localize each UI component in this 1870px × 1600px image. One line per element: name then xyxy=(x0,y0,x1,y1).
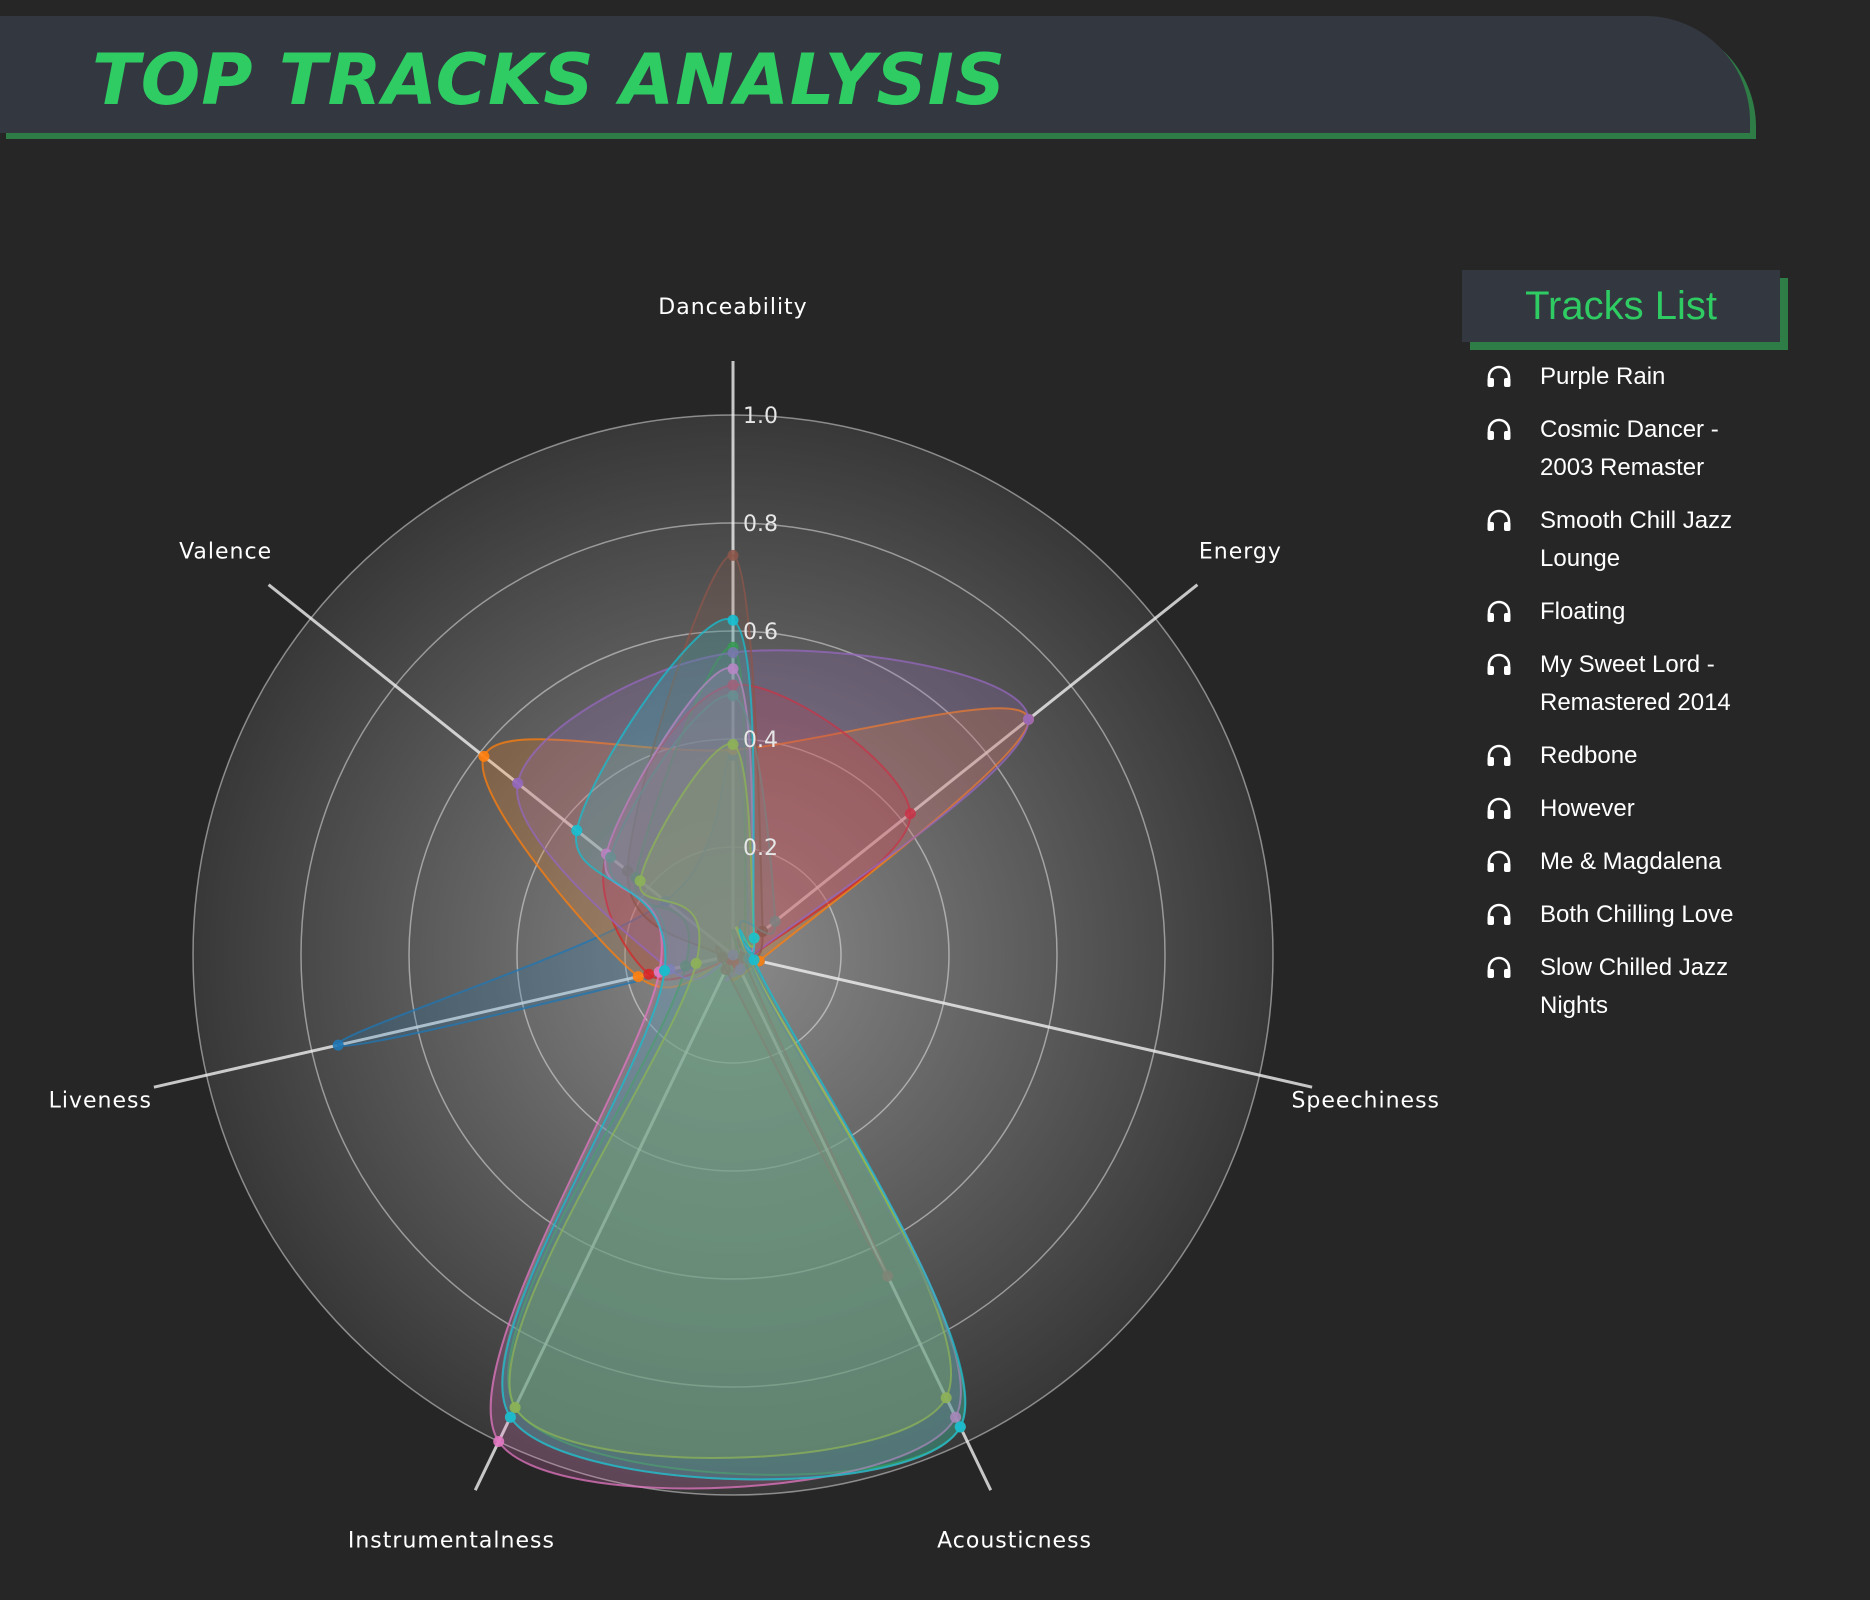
axis-label: Acousticness xyxy=(937,1529,1092,1554)
track-name: However xyxy=(1540,795,1635,822)
radar-point xyxy=(727,614,739,626)
track-item[interactable]: However xyxy=(1462,790,1792,828)
axis-line xyxy=(732,953,1313,1089)
track-item[interactable]: Cosmic Dancer - 2003 Remaster xyxy=(1462,411,1792,487)
headphones-icon xyxy=(1486,843,1520,881)
radar-series-10 xyxy=(501,614,967,1481)
radar-point xyxy=(882,1270,894,1282)
radial-tick-labels: 0.2 0.4 0.6 0.8 1.0 xyxy=(743,404,778,861)
tracks-title-box: Tracks List xyxy=(1462,270,1780,342)
radar-point xyxy=(716,951,728,963)
radar-point xyxy=(509,1401,521,1413)
tracks-panel: Tracks List Purple Rain Cosmic Dancer - 2… xyxy=(1462,270,1792,1040)
axis-label: Liveness xyxy=(49,1088,152,1113)
radar-point xyxy=(720,964,732,976)
axis-label: Danceability xyxy=(658,295,807,320)
radar-point xyxy=(727,663,739,675)
radial-tick-label: 1.0 xyxy=(743,404,778,429)
radial-tick-label: 0.2 xyxy=(743,836,778,861)
radar-point xyxy=(727,690,739,702)
radar-point xyxy=(621,865,633,877)
track-item[interactable]: Floating xyxy=(1462,593,1792,631)
radar-point xyxy=(748,954,760,966)
headphones-icon xyxy=(1486,593,1520,631)
radar-point xyxy=(748,932,760,944)
axis-label: Instrumentalness xyxy=(348,1529,555,1554)
track-name: Smooth Chill Jazz Lounge xyxy=(1540,507,1733,572)
track-name: Slow Chilled Jazz Nights xyxy=(1540,954,1729,1019)
axis-label: Speechiness xyxy=(1291,1088,1440,1113)
radar-point xyxy=(632,971,644,983)
track-name: Both Chilling Love xyxy=(1540,901,1734,928)
radar-point xyxy=(727,679,739,691)
radar-point xyxy=(690,957,702,969)
radar-series-5 xyxy=(512,647,1035,982)
tracks-title: Tracks List xyxy=(1525,283,1717,328)
radar-point xyxy=(1023,713,1035,725)
header-banner: TOP TRACKS ANALYSIS xyxy=(0,16,1750,133)
track-name: My Sweet Lord - Remastered 2014 xyxy=(1540,651,1731,716)
tracks-list: Purple Rain Cosmic Dancer - 2003 Remaster… xyxy=(1462,358,1792,1025)
axis-labels: Danceability Energy Speechiness Acousticnes… xyxy=(49,295,1440,1554)
track-item[interactable]: Purple Rain xyxy=(1462,358,1792,396)
radar-point xyxy=(769,915,781,927)
radar-point xyxy=(680,960,692,972)
radar-point xyxy=(571,824,583,836)
radar-point xyxy=(643,968,655,980)
radial-tick-label: 0.4 xyxy=(743,728,778,753)
headphones-icon xyxy=(1486,949,1520,987)
radar-series xyxy=(332,549,1035,1490)
track-item[interactable]: Smooth Chill Jazz Lounge xyxy=(1462,502,1792,578)
radar-series-area xyxy=(501,617,967,1481)
track-name: Purple Rain xyxy=(1540,363,1666,390)
radar-chart: 0.2 0.4 0.6 0.8 1.0 Danceability Energy Speech… xyxy=(49,295,1440,1554)
headphones-icon xyxy=(1486,411,1520,449)
radar-point xyxy=(727,738,739,750)
track-item[interactable]: Me & Magdalena xyxy=(1462,843,1792,881)
radar-point xyxy=(904,808,916,820)
track-name: Cosmic Dancer - 2003 Remaster xyxy=(1540,416,1719,481)
radar-point xyxy=(727,647,739,659)
headphones-icon xyxy=(1486,646,1520,684)
radar-point xyxy=(727,949,739,961)
page-title: TOP TRACKS ANALYSIS xyxy=(92,39,1007,121)
radar-point xyxy=(332,1039,344,1051)
radar-point xyxy=(950,1411,962,1423)
axis-line xyxy=(267,583,734,957)
track-item[interactable]: Both Chilling Love xyxy=(1462,896,1792,934)
headphones-icon xyxy=(1486,896,1520,934)
radar-point xyxy=(634,875,646,887)
headphones-icon xyxy=(1486,358,1520,396)
radar-point xyxy=(734,964,746,976)
headphones-icon xyxy=(1486,790,1520,828)
track-name: Redbone xyxy=(1540,742,1638,769)
track-name: Floating xyxy=(1540,598,1626,625)
radar-point xyxy=(493,1436,505,1448)
radar-point xyxy=(940,1392,952,1404)
radar-point xyxy=(504,1411,516,1423)
track-name: Me & Magdalena xyxy=(1540,848,1722,875)
axis-label: Valence xyxy=(179,539,272,564)
radar-point xyxy=(478,750,490,762)
radial-tick-label: 0.8 xyxy=(743,512,778,537)
axis-label: Energy xyxy=(1199,539,1282,564)
radar-point xyxy=(605,851,617,863)
track-item[interactable]: Redbone xyxy=(1462,737,1792,775)
headphones-icon xyxy=(1486,737,1520,775)
radar-point xyxy=(954,1421,966,1433)
radial-tick-label: 0.6 xyxy=(743,620,778,645)
radar-point xyxy=(659,965,671,977)
axis-line xyxy=(473,954,735,1491)
radar-point xyxy=(727,549,739,561)
track-item[interactable]: My Sweet Lord - Remastered 2014 xyxy=(1462,646,1792,722)
headphones-icon xyxy=(1486,502,1520,540)
track-item[interactable]: Slow Chilled Jazz Nights xyxy=(1462,949,1792,1025)
radar-point xyxy=(512,777,524,789)
axis-line xyxy=(732,583,1199,957)
